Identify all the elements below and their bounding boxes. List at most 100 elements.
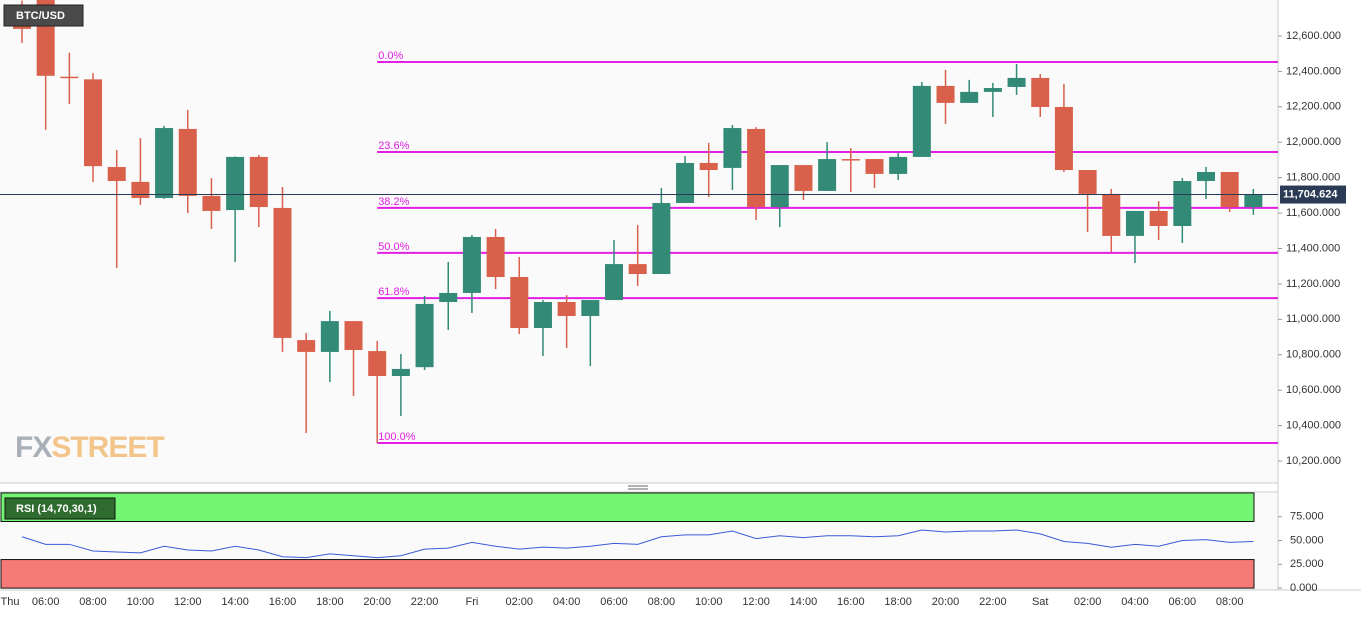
x-tick-label: Thu <box>1 596 20 608</box>
candle-body <box>1078 170 1097 194</box>
candle-body <box>226 156 245 211</box>
watermark-part: STREET <box>51 431 164 464</box>
y-tick-label: 11,800.000 <box>1286 172 1340 184</box>
y-tick-label: 12,000.000 <box>1286 136 1341 148</box>
candle-body <box>960 91 979 103</box>
y-tick-label: 12,600.000 <box>1286 30 1341 42</box>
candle-body <box>60 76 79 79</box>
x-tick-label: Sat <box>1032 596 1049 608</box>
x-tick-label: 22:00 <box>411 596 439 608</box>
x-tick-label: 16:00 <box>837 596 865 608</box>
candle-body <box>770 165 789 208</box>
candle-body <box>533 301 552 329</box>
y-tick-label: 11,400.000 <box>1286 242 1340 254</box>
candle-body <box>676 162 695 203</box>
y-tick-label: 10,400.000 <box>1286 420 1341 432</box>
y-tick-label: 12,200.000 <box>1286 101 1341 113</box>
x-tick-label: 20:00 <box>932 596 960 608</box>
last-price-box <box>1280 185 1346 204</box>
symbol-box <box>3 4 84 27</box>
candle-body <box>723 128 742 168</box>
y-tick-label: 75.000 <box>1290 511 1324 523</box>
candle-body <box>581 300 600 316</box>
y-tick-label: 12,400.000 <box>1286 65 1341 77</box>
fib-label: 61.8% <box>378 286 409 298</box>
candle-body <box>202 195 221 211</box>
candle-body <box>273 207 292 338</box>
candle-body <box>1244 194 1263 208</box>
candle-body <box>605 264 623 301</box>
y-tick-label: 25.000 <box>1290 558 1324 570</box>
candle-body <box>1173 181 1192 227</box>
x-tick-label: 06:00 <box>32 596 60 608</box>
candle-body <box>155 128 174 199</box>
y-tick-label: 11,600.000 <box>1286 207 1340 219</box>
candle-body <box>344 321 363 350</box>
symbol-label: BTC/USD <box>16 10 65 22</box>
candle-body <box>747 128 766 208</box>
candle-body <box>368 351 387 377</box>
candle-body <box>1149 210 1168 227</box>
x-tick-label: 16:00 <box>269 596 297 608</box>
x-tick-label: 08:00 <box>79 596 107 608</box>
x-tick-label: 08:00 <box>648 596 676 608</box>
candle-body <box>818 159 837 191</box>
rsi-label-box <box>4 497 116 520</box>
candle-body <box>628 264 647 275</box>
x-tick-label: 14:00 <box>221 596 249 608</box>
y-tick-label: 11,000.000 <box>1286 313 1340 325</box>
x-tick-label: 22:00 <box>979 596 1007 608</box>
candle-body <box>415 303 434 368</box>
rsi-line <box>21 529 1254 559</box>
candle-body <box>486 236 505 278</box>
x-tick-label: 02:00 <box>506 596 534 608</box>
splitter[interactable] <box>628 485 648 490</box>
candle-body <box>983 88 1002 92</box>
x-tick-label: 02:00 <box>1074 596 1102 608</box>
candle-body <box>391 368 410 377</box>
x-tick-label: 12:00 <box>174 596 202 608</box>
y-tick-label: 10,800.000 <box>1286 349 1341 361</box>
candle-body <box>84 79 103 167</box>
candle-body <box>557 301 576 316</box>
x-tick-label: 04:00 <box>553 596 581 608</box>
x-tick-label: 20:00 <box>363 596 391 608</box>
last-price-label: 11,704.624 <box>1283 188 1338 200</box>
candle-body <box>131 181 150 199</box>
candle-body <box>1031 77 1050 107</box>
y-tick-label: 50.000 <box>1290 534 1324 546</box>
candle-body <box>439 292 458 302</box>
fib-label: 38.2% <box>378 196 409 208</box>
x-tick-label: 10:00 <box>127 596 155 608</box>
candle-body <box>865 159 884 174</box>
fib-label: 0.0% <box>378 50 403 62</box>
candle-body <box>107 167 126 182</box>
candle-body <box>912 85 931 157</box>
x-tick-label: 18:00 <box>316 596 344 608</box>
fib-label: 50.0% <box>378 241 409 253</box>
candle-body <box>652 202 671 275</box>
candle-body <box>1220 171 1239 208</box>
candle-body <box>889 156 908 174</box>
y-tick-label: 0.000 <box>1290 582 1318 594</box>
x-tick-label: 04:00 <box>1121 596 1149 608</box>
candle-body <box>699 162 718 171</box>
watermark-part: FX <box>15 431 52 464</box>
candle-body <box>178 128 197 196</box>
x-tick-label: Fri <box>466 596 479 608</box>
y-tick-label: 10,200.000 <box>1286 455 1341 467</box>
candle-body <box>841 159 860 161</box>
overbought-zone <box>0 492 1255 522</box>
candle-body <box>1102 193 1121 236</box>
x-tick-label: 08:00 <box>1216 596 1244 608</box>
oversold-zone <box>0 559 1255 589</box>
x-tick-label: 10:00 <box>695 596 723 608</box>
rsi-label: RSI (14,70,30,1) <box>16 503 97 515</box>
x-tick-label: 18:00 <box>884 596 912 608</box>
candle-body <box>297 340 316 352</box>
fib-label: 100.0% <box>378 431 416 443</box>
watermark: FXSTREET <box>15 431 164 464</box>
candle-body <box>1197 171 1215 182</box>
y-tick-label: 10,600.000 <box>1286 384 1341 396</box>
